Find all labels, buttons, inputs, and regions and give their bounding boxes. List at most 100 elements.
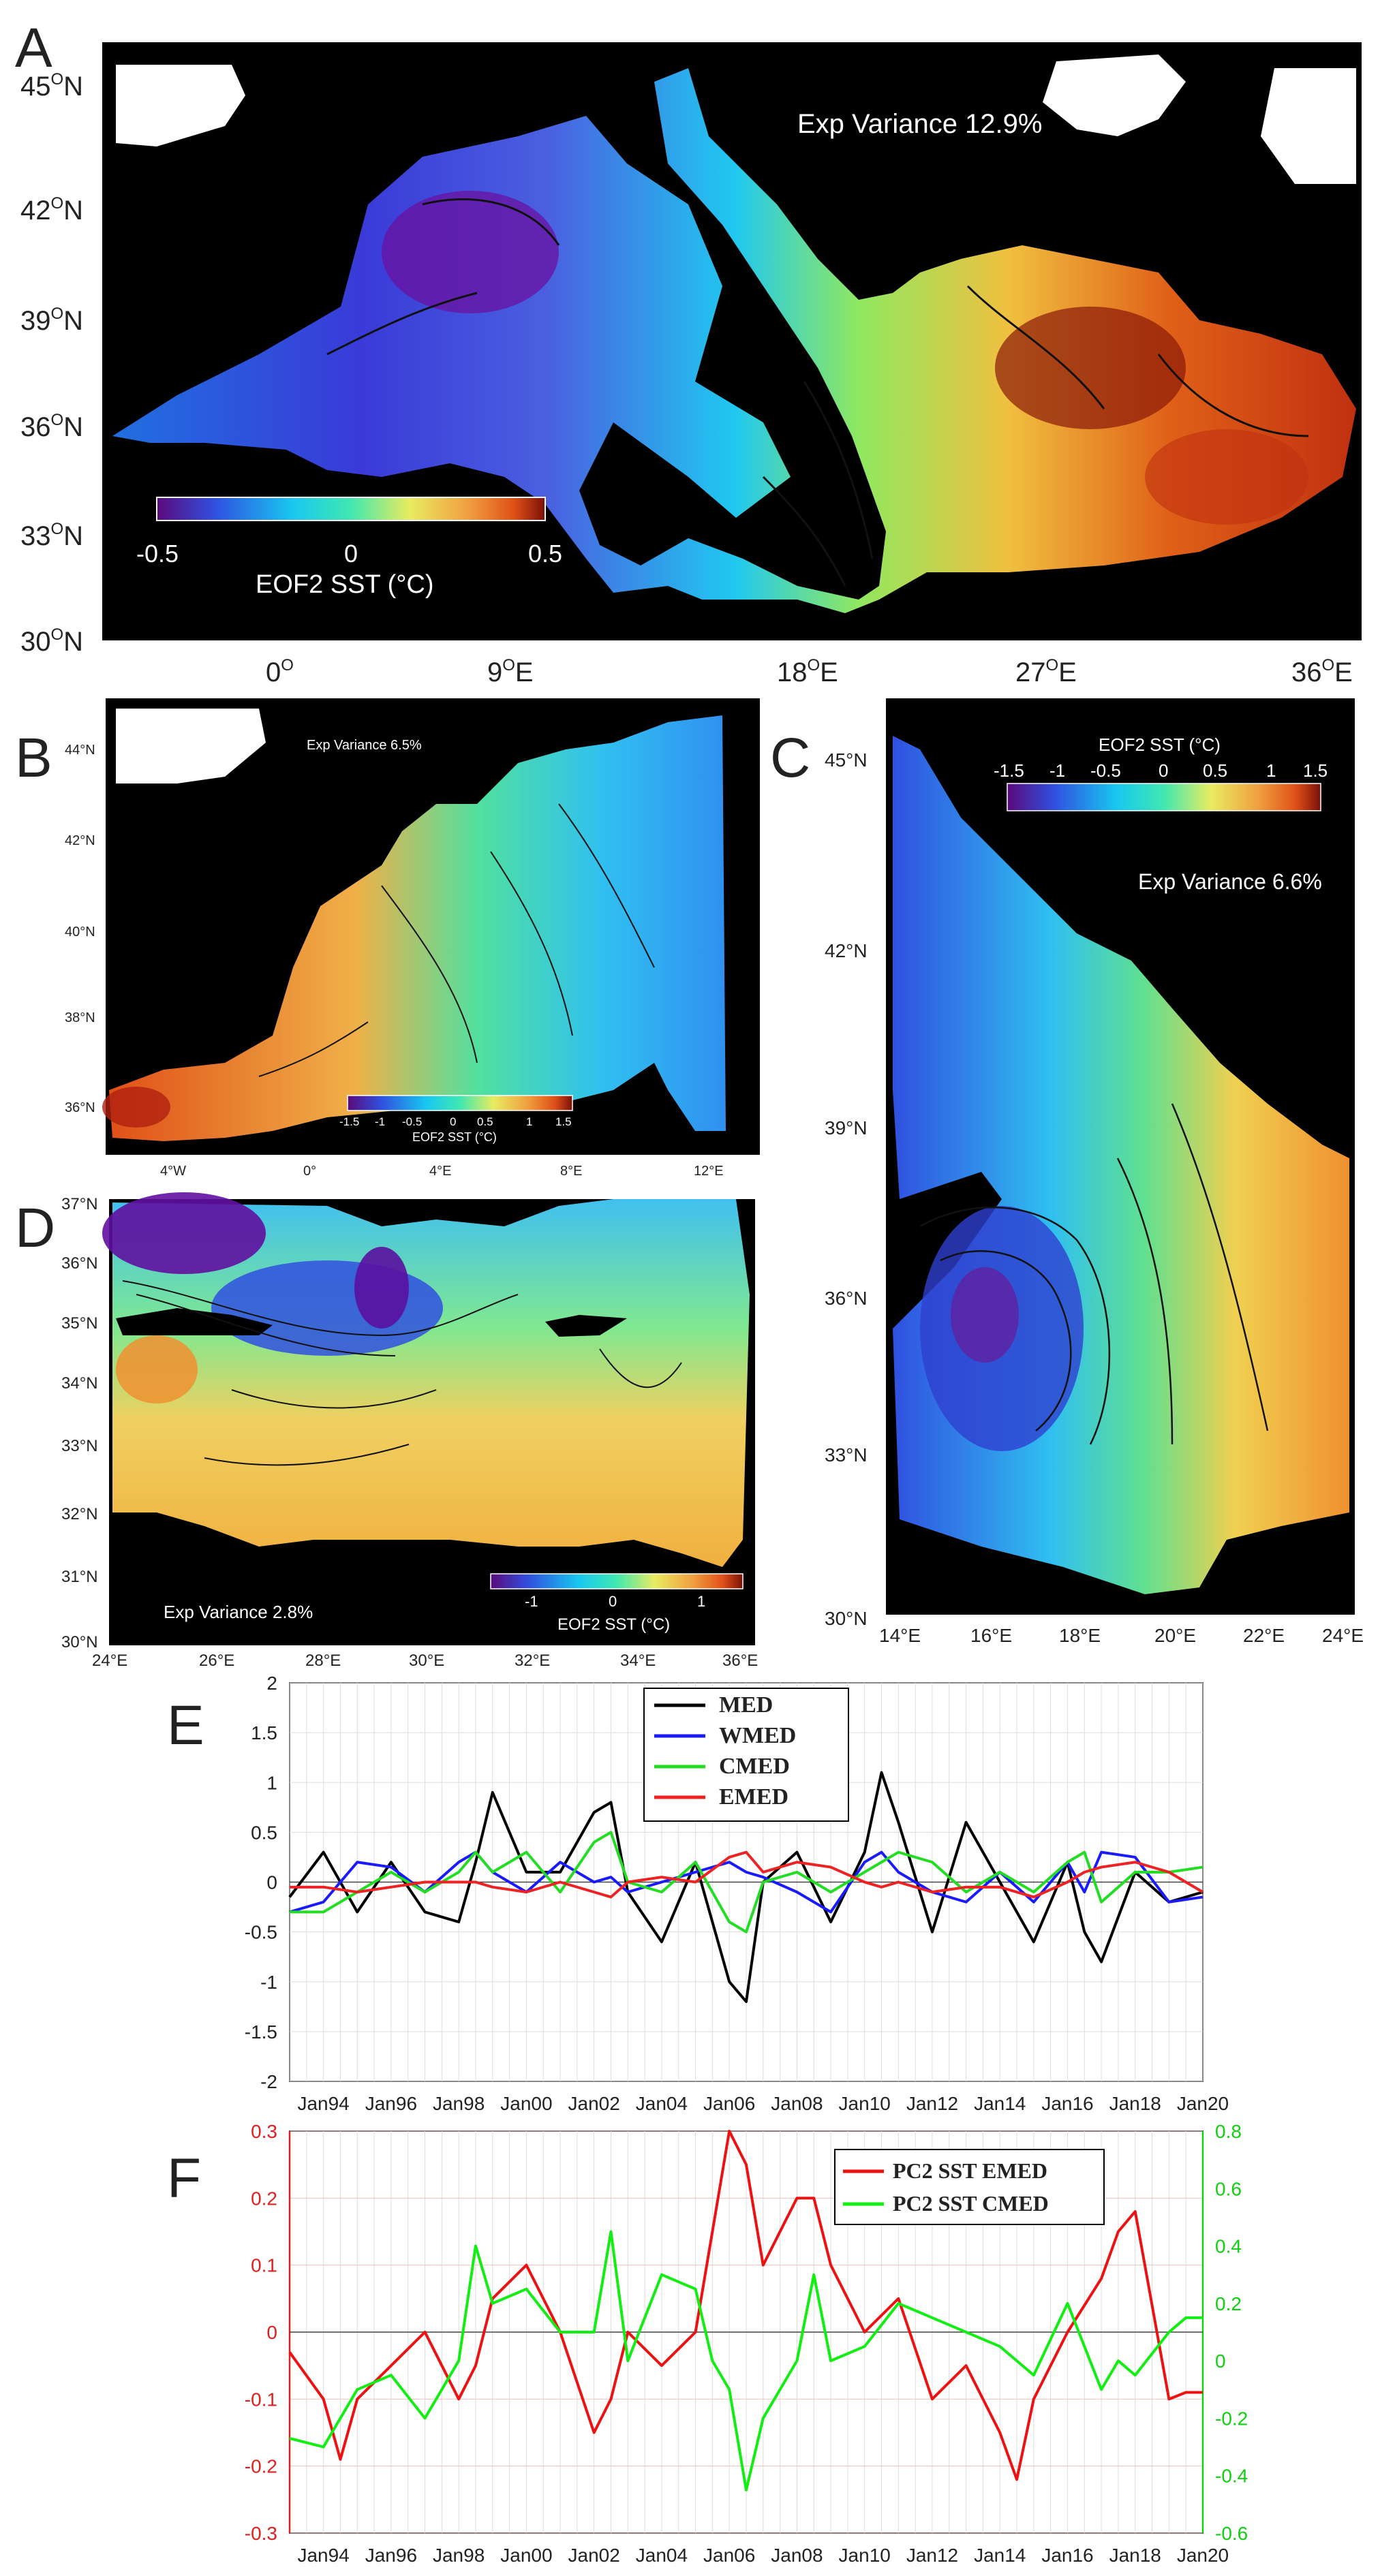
map-d-colorbar-title: EOF2 SST (°C) (557, 1615, 670, 1634)
map-c-lat-0: 45°N (825, 749, 868, 771)
map-c-lon-4: 22°E (1243, 1625, 1285, 1646)
map-a-lon-27: 27OE (1015, 656, 1077, 687)
chart-e-ytick-label: 2 (266, 1673, 277, 1694)
panel-letter-d: D (15, 1197, 55, 1259)
map-c-colorbar-title: EOF2 SST (°C) (1099, 734, 1221, 755)
map-c-lon-3: 20°E (1154, 1625, 1196, 1646)
map-b-lon-labels: 4°W 0° 4°E 8°E 12°E (160, 1164, 724, 1179)
map-c-cb-tick-6: 1.5 (1303, 760, 1328, 781)
chart-f-legend-label: PC2 SST EMED (893, 2158, 1047, 2183)
chart-f-xtick-label: Jan04 (636, 2545, 688, 2566)
map-c-cb-tick-3: 0 (1159, 760, 1168, 781)
map-b-cb-tick-0: -1.5 (339, 1115, 359, 1128)
map-c-lat-4: 33°N (825, 1444, 868, 1465)
chart-f: 0.3 0.2 0.1 0 -0.1 -0.2 -0.3 0.8 0.6 0.4 0.2 0 -0.2 -… (245, 2121, 1248, 2566)
chart-e-xtick-label: Jan20 (1177, 2093, 1229, 2114)
map-b-land-europe (116, 709, 266, 783)
chart-f-ytick-left-label: -0.2 (245, 2456, 277, 2477)
map-c-colorbar-ticks: -1.5 -1 -0.5 0 0.5 1 1.5 (994, 760, 1328, 781)
map-c-cb-tick-0: -1.5 (994, 760, 1024, 781)
chart-f-xtick-label: Jan14 (974, 2545, 1026, 2566)
chart-e-legend-label: WMED (719, 1723, 796, 1748)
map-b-lat-2: 40°N (65, 925, 95, 940)
map-b-cb-tick-6: 1.5 (555, 1115, 572, 1128)
chart-f-ytick-left-label: -0.3 (245, 2523, 277, 2544)
chart-f-xtick-label: Jan00 (500, 2545, 552, 2566)
map-a-lon-labels: 0O 9OE 18OE 27OE 36OE (266, 656, 1353, 687)
chart-e-xtick-label: Jan94 (297, 2093, 349, 2114)
map-a-colorbar (156, 497, 546, 521)
map-a-land-blacksea (1043, 55, 1186, 136)
chart-e-legend-label: EMED (719, 1784, 788, 1810)
map-d-purple-core2 (354, 1247, 409, 1329)
map-b-colorbar-ticks: -1.5 -1 -0.5 0 0.5 1 1.5 (339, 1115, 572, 1128)
map-b-cb-tick-5: 1 (526, 1115, 532, 1128)
map-a-lat-42: 42ON (20, 194, 83, 226)
chart-e-series-wmed (289, 1850, 1204, 1914)
chart-f-ytick-left-label: -0.1 (245, 2389, 277, 2410)
chart-f-ytick-right-label: -0.4 (1215, 2466, 1248, 2487)
chart-f-ytick-right-label: -0.2 (1215, 2408, 1248, 2429)
chart-f-ytick-left-label: 0.2 (251, 2188, 277, 2209)
chart-e-xtick-label: Jan96 (365, 2093, 417, 2114)
map-c-lat-3: 36°N (825, 1288, 868, 1309)
chart-e-xtick-label: Jan06 (703, 2093, 755, 2114)
map-c-purple-core (951, 1267, 1019, 1363)
map-a-lat-30: 30ON (20, 625, 83, 657)
chart-e-xtick-label: Jan08 (771, 2093, 823, 2114)
chart-e-ytick-label: -2 (260, 2071, 277, 2092)
map-d-lon-4: 32°E (515, 1651, 550, 1670)
panel-d: D -1 0 1 EOF2 SST (°C) Exp Variance 2.8%… (15, 1192, 758, 1670)
map-b-lat-4: 36°N (65, 1100, 95, 1115)
map-d-cb-tick-2: 1 (697, 1593, 705, 1610)
map-a-lat-33: 33ON (20, 520, 83, 551)
map-c-lat-1: 42°N (825, 940, 868, 961)
map-b-lon-4: 12°E (694, 1164, 724, 1179)
map-d-lat-1: 36°N (61, 1254, 98, 1273)
map-b-lon-3: 8°E (560, 1164, 582, 1179)
map-d-lon-3: 30°E (409, 1651, 444, 1670)
map-d-blue-core (211, 1260, 443, 1356)
chart-f-xtick-label: Jan02 (568, 2545, 620, 2566)
map-b-lon-2: 4°E (429, 1164, 451, 1179)
map-a-lon-9: 9OE (487, 656, 534, 687)
chart-f-legend-label: PC2 SST CMED (893, 2191, 1049, 2216)
map-a-lat-45: 45ON (20, 70, 83, 102)
panel-a: A -0.5 0 0.5 EOF2 SST (°C) Exp Variance … (15, 17, 1362, 687)
chart-f-legend (834, 2149, 1105, 2225)
chart-e-xtick-label: Jan10 (839, 2093, 891, 2114)
map-b-cb-tick-4: 0.5 (477, 1115, 493, 1128)
map-a-colorbar-tick-2: 0.5 (528, 540, 562, 568)
map-b-cb-tick-1: -1 (375, 1115, 385, 1128)
panel-letter-e: E (167, 1694, 204, 1756)
map-b-lat-3: 38°N (65, 1010, 95, 1025)
map-b-red-core (102, 1087, 170, 1128)
map-d-lat-7: 30°N (61, 1633, 98, 1651)
chart-e-ytick-label: -1.5 (245, 2021, 277, 2043)
map-c-cb-tick-5: 1 (1266, 760, 1276, 781)
panel-letter-f: F (167, 2147, 201, 2209)
map-b-colorbar-title: EOF2 SST (°C) (412, 1130, 497, 1144)
map-c-cb-tick-4: 0.5 (1203, 760, 1227, 781)
chart-f-ytick-right-label: 0.2 (1215, 2293, 1242, 2314)
chart-f-ytick-right-label: 0.4 (1215, 2236, 1242, 2257)
map-c-lon-1: 16°E (970, 1625, 1012, 1646)
map-d-colorbar (490, 1573, 744, 1589)
chart-f-ytick-left-label: 0.1 (251, 2255, 277, 2276)
map-d-colorbar-ticks: -1 0 1 (525, 1593, 705, 1610)
map-b-colorbar (347, 1095, 573, 1111)
chart-e-series-med (288, 1771, 1204, 2003)
map-a-land-europe (116, 65, 245, 146)
chart-f-xtick-label: Jan18 (1109, 2545, 1161, 2566)
map-d-land-cyprus (545, 1315, 627, 1337)
map-b-variance: Exp Variance 6.5% (307, 738, 422, 753)
chart-e-xtick-label: Jan16 (1041, 2093, 1093, 2114)
chart-e-xtick-label: Jan02 (568, 2093, 620, 2114)
chart-e-xtick-label: Jan04 (636, 2093, 688, 2114)
chart-f-ytick-right-label: -0.6 (1215, 2523, 1248, 2544)
map-d-cb-tick-1: 0 (609, 1593, 617, 1610)
chart-f-ytick-left-label: 0 (266, 2322, 277, 2343)
map-c-variance: Exp Variance 6.6% (1138, 869, 1322, 894)
map-c-colorbar (1007, 783, 1321, 811)
